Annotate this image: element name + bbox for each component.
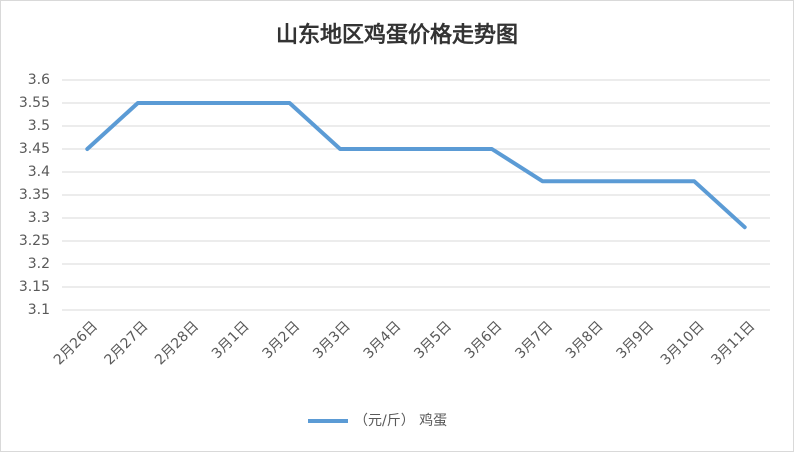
y-tick-label: 3.5 [28,118,50,134]
y-tick-label: 3.45 [19,141,50,157]
legend-label: （元/斤） 鸡蛋 [354,412,447,429]
y-tick-label: 3.3 [28,210,50,226]
y-tick-label: 3.6 [28,72,50,88]
y-tick-label: 3.4 [28,164,50,180]
y-tick-label: 3.1 [28,302,50,318]
y-tick-label: 3.15 [19,279,50,295]
y-tick-label: 3.2 [28,256,50,272]
chart-title: 山东地区鸡蛋价格走势图 [276,22,518,48]
y-tick-label: 3.35 [19,187,50,203]
y-tick-label: 3.25 [19,233,50,249]
y-tick-label: 3.55 [19,95,50,111]
line-series [85,101,747,230]
